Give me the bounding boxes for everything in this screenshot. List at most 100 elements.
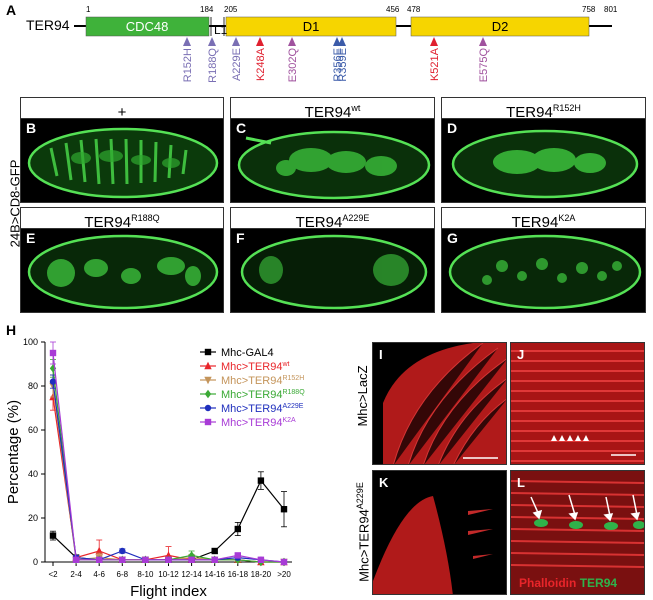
svg-text:R152H: R152H: [182, 48, 194, 82]
embryo-panel-d: TER94R152H D: [441, 97, 646, 203]
y-tick-label: 0: [33, 557, 38, 567]
data-point: [257, 477, 265, 484]
data-point: [72, 556, 80, 563]
mutation-k248a: K248A: [255, 37, 267, 81]
x-tick-label: 14-16: [204, 570, 225, 579]
svg-text:Mhc>TER94A229E: Mhc>TER94A229E: [221, 403, 304, 415]
domain-diagram: TER94 CDC48 D1 D2 L1 1 184 205 456 478 7…: [26, 5, 618, 83]
embryo-panel-e: TER94R188Q E: [20, 207, 224, 313]
panel-f-letter: F: [236, 230, 245, 246]
arrowheads: [551, 435, 589, 441]
ter94-a229e-side-label: Mhc>TER94A229E: [355, 482, 372, 582]
embryo-image-f: [240, 234, 428, 310]
data-point: [234, 525, 241, 533]
stain-legend: Phalloidin TER94: [519, 576, 617, 590]
y-tick-label: 60: [28, 425, 38, 435]
mutation-k521a: K521A: [429, 37, 441, 81]
pos-758: 758: [582, 5, 596, 14]
d2-label: D2: [492, 19, 509, 34]
mutation-e575q: E575Q: [478, 37, 490, 82]
panel-e-letter: E: [26, 230, 36, 246]
svg-text:K521A: K521A: [429, 47, 441, 81]
d2-domain: [410, 16, 590, 37]
pos-456: 456: [386, 5, 400, 14]
x-tick-label: 8-10: [137, 570, 154, 579]
y-tick-label: 80: [28, 381, 38, 391]
svg-text:R188Q: R188Q: [207, 48, 219, 83]
data-point: [142, 556, 149, 563]
cdc48-domain: [85, 16, 210, 37]
svg-text:A229E: A229E: [231, 48, 243, 81]
pos-184: 184: [200, 5, 214, 14]
x-tick-label: 16-18: [228, 570, 249, 579]
panel-j-letter: J: [517, 347, 525, 362]
svg-text:Mhc-GAL4: Mhc-GAL4: [221, 347, 274, 359]
panel-c-letter: C: [236, 120, 247, 136]
data-point: [49, 378, 57, 385]
series-mhc-ter94-k2a: [49, 341, 288, 566]
panel-f-title: TER94A229E: [231, 208, 434, 231]
pos-478: 478: [407, 5, 421, 14]
data-point: [257, 556, 265, 563]
panel-b-title: +: [21, 98, 223, 121]
data-point: [49, 532, 57, 539]
panel-d-letter: D: [447, 120, 458, 136]
data-point: [119, 556, 126, 563]
data-point: [234, 552, 241, 559]
panel-i-letter: I: [379, 347, 383, 362]
pos-1: 1: [86, 5, 91, 14]
x-tick-label: 4-6: [93, 570, 105, 579]
data-point: [165, 556, 172, 563]
svg-text:R359E: R359E: [337, 48, 349, 82]
l1-label: L1: [214, 23, 228, 37]
legend-item: Mhc>TER94K2A: [200, 417, 296, 429]
sarcomere-stripes-j: [511, 343, 644, 464]
svg-text:E302Q: E302Q: [287, 48, 299, 83]
panel-l-letter: L: [517, 475, 525, 490]
ter94-stain-label: TER94: [579, 576, 618, 590]
svg-text:Mhc>TER94K2A: Mhc>TER94K2A: [221, 417, 296, 429]
panel-k-letter: K: [379, 475, 389, 490]
data-point: [280, 558, 288, 566]
embryo-panel-c: TER94wt C: [230, 97, 435, 203]
phalloidin-label: Phalloidin: [519, 576, 577, 590]
svg-text:Mhc>TER94wt: Mhc>TER94wt: [221, 361, 290, 373]
svg-text:E575Q: E575Q: [478, 48, 490, 83]
x-tick-label: 6-8: [117, 570, 129, 579]
sarcomere-stripes-l: [511, 471, 644, 594]
x-tick-label: 18-20: [251, 570, 272, 579]
pos-801: 801: [604, 5, 618, 14]
mutation-r359e: R359E: [337, 37, 349, 82]
panel-d-title: TER94R152H: [442, 98, 645, 121]
legend-item: Mhc>TER94R152H: [200, 375, 304, 387]
data-point: [280, 506, 288, 513]
mutation-r188q: R188Q: [207, 37, 219, 83]
embryo-image-d: [451, 129, 639, 199]
lacz-side-label: Mhc>LacZ: [355, 365, 370, 427]
data-point: [188, 556, 195, 563]
svg-text:Mhc>TER94R152H: Mhc>TER94R152H: [221, 375, 304, 387]
d1-label: D1: [303, 19, 320, 34]
panel-b-letter: B: [26, 120, 37, 136]
mutation-a229e: A229E: [231, 37, 243, 81]
chart-legend: Mhc-GAL4 Mhc>TER94wt Mhc>TER94R152H Mhc>TER…: [200, 347, 305, 429]
x-axis-label: Flight index: [130, 583, 207, 600]
pos-205: 205: [224, 5, 238, 14]
d1-domain: [225, 16, 397, 37]
mutation-r152h: R152H: [182, 37, 194, 82]
legend-item: Mhc-GAL4: [200, 347, 274, 359]
panel-g-letter: G: [447, 230, 458, 246]
x-tick-label: 2-4: [70, 570, 82, 579]
data-point: [211, 556, 218, 563]
svg-text:R356E: R356E: [332, 48, 344, 82]
mutation-e302q: E302Q: [287, 37, 299, 82]
embryo-panel-b: + B: [20, 97, 224, 203]
panel-g-title: TER94K2A: [442, 208, 645, 231]
y-tick-label: 20: [28, 513, 38, 523]
panel-c-title: TER94wt: [231, 98, 434, 121]
embryo-panel-g: TER94K2A G: [441, 207, 646, 313]
y-tick-label: 100: [23, 337, 38, 347]
panel-e-title: TER94R188Q: [21, 208, 223, 231]
micrograph-i: I: [372, 342, 507, 465]
